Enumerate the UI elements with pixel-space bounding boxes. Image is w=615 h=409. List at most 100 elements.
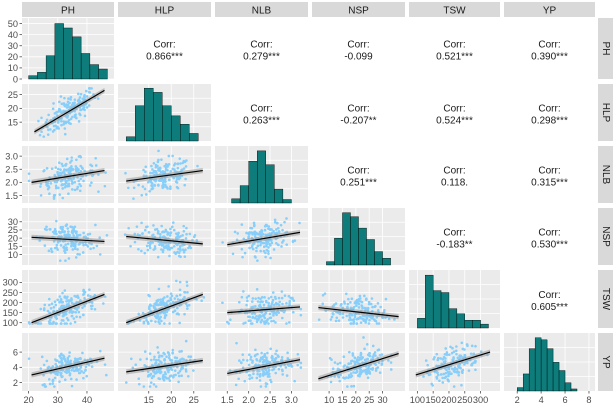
panel-hlp-hlp (118, 84, 211, 142)
scatter-point (169, 231, 173, 234)
scatter-point (73, 180, 77, 184)
scatter-point (146, 225, 149, 228)
histogram-bar (239, 185, 249, 204)
scatter-point (457, 373, 460, 377)
scatter-point (257, 296, 260, 300)
scatter-point (157, 158, 160, 162)
scatter-point (168, 379, 172, 382)
scatter-point (469, 352, 473, 355)
scatter-point (280, 245, 283, 248)
scatter-point (267, 246, 270, 249)
scatter-point (183, 183, 187, 187)
scatter-point (73, 230, 76, 233)
scatter-point (158, 169, 161, 172)
scatter-point (157, 313, 160, 316)
scatter-point (90, 365, 94, 368)
scatter-point (363, 314, 367, 318)
scatter-point (73, 98, 77, 101)
scatter-point (364, 321, 367, 324)
corr-value: 0.315*** (531, 178, 568, 189)
scatter-point (255, 320, 259, 324)
scatter-point (69, 95, 73, 99)
scatter-point (170, 294, 174, 298)
scatter-point (182, 229, 186, 233)
scatter-point (60, 359, 63, 363)
histogram-bar (350, 216, 359, 266)
scatter-point (98, 253, 102, 256)
corr-panel (409, 84, 500, 141)
scatter-point (67, 192, 70, 196)
scatter-point (457, 371, 461, 374)
scatter-point (280, 368, 284, 372)
scatter-point (451, 358, 454, 362)
scatter-point (165, 244, 168, 247)
y-tick-label: 30 (8, 217, 18, 227)
scatter-point (270, 304, 273, 307)
scatter-point (350, 322, 353, 325)
scatter-point (137, 183, 140, 187)
scatter-point (161, 299, 165, 302)
scatter-point (169, 169, 173, 173)
scatter-point (380, 363, 384, 366)
scatter-point (229, 318, 232, 322)
scatter-point (336, 362, 340, 366)
corr-panel (409, 146, 500, 203)
scatter-point (263, 355, 267, 358)
scatter-point (393, 318, 396, 321)
scatter-point (67, 302, 70, 306)
y-tick-label: 40 (8, 30, 18, 40)
scatter-point (248, 315, 252, 319)
scatter-point (56, 248, 59, 251)
scatter-point (65, 223, 69, 226)
scatter-point (169, 187, 172, 191)
scatter-point (247, 363, 251, 367)
scatter-point (63, 168, 66, 171)
scatter-point (186, 291, 189, 294)
scatter-point (176, 250, 180, 254)
scatter-point (379, 305, 383, 309)
scatter-point (27, 172, 31, 175)
scatter-point (66, 318, 70, 322)
scatter-point (245, 303, 248, 307)
y-tick-label: 300 (3, 278, 18, 288)
scatter-point (62, 170, 65, 174)
scatter-point (140, 249, 143, 253)
scatter-point (76, 233, 80, 237)
scatter-point (449, 372, 452, 376)
panel-yp-yp (504, 333, 595, 392)
panel-yp-nsp (312, 333, 405, 391)
scatter-point (278, 300, 282, 304)
scatter-point (164, 228, 168, 232)
panel-nsp-ph (22, 208, 114, 265)
scatter-point (69, 122, 72, 126)
strip-top-label-tsw: TSW (443, 6, 466, 17)
scatter-point (246, 299, 249, 303)
scatter-point (60, 119, 63, 123)
scatter-point (87, 90, 91, 94)
scatter-point (59, 168, 62, 171)
panel-nlb-tsw: Corr:0.118. (409, 146, 500, 203)
scatter-point (286, 351, 289, 355)
scatter-point (63, 132, 67, 136)
scatter-point (374, 363, 378, 366)
histogram-bar (126, 136, 136, 142)
scatter-point (171, 348, 175, 352)
scatter-point (67, 370, 71, 374)
scatter-point (58, 100, 61, 104)
scatter-point (283, 294, 287, 297)
scatter-point (437, 373, 440, 377)
scatter-point (176, 306, 179, 310)
scatter-point (344, 292, 348, 296)
histogram-bar (45, 55, 56, 80)
scatter-point (54, 231, 57, 235)
scatter-point (86, 294, 90, 297)
scatter-point (79, 155, 83, 159)
scatter-point (245, 296, 249, 299)
scatter-point (299, 307, 303, 311)
scatter-point (49, 128, 52, 131)
scatter-point (456, 356, 460, 360)
corr-panel (312, 146, 405, 203)
scatter-point (58, 295, 62, 298)
scatter-point (61, 314, 65, 318)
scatter-point (105, 373, 108, 377)
